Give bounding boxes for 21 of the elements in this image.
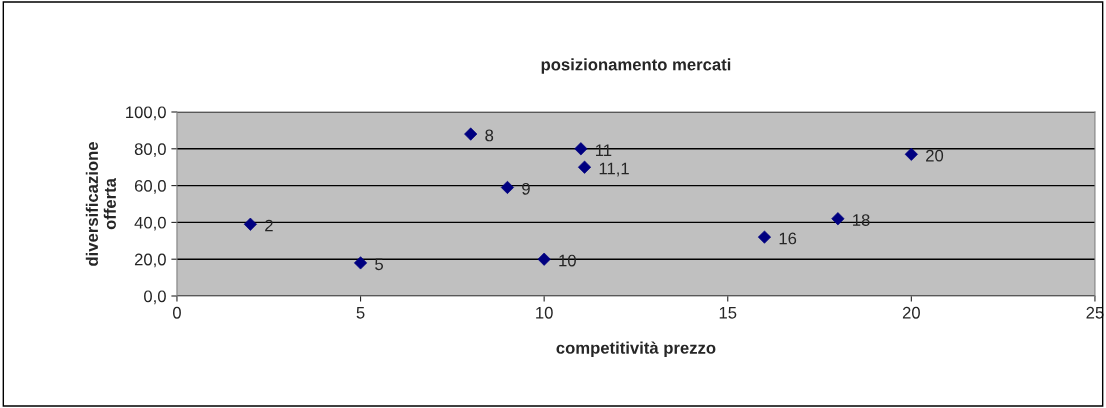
annotation: 5: [375, 258, 384, 271]
y-tick-label: 80,0: [134, 143, 166, 157]
x-tick-label: 5: [356, 307, 365, 319]
annotation: 2: [265, 219, 273, 232]
y-tick-label: 20,0: [134, 253, 166, 268]
x-tick-label: 0: [172, 306, 181, 319]
x-tick-label: 20: [902, 306, 920, 319]
annotation: 8: [485, 129, 494, 142]
chart-title: posizionamento mercati: [541, 58, 731, 74]
x-tick-label: 10: [536, 306, 553, 319]
annotation: 16: [779, 232, 797, 245]
y-axis-title: diversificazione offerta: [85, 142, 116, 266]
y-tick-label: 60,0: [134, 180, 166, 194]
y-tick-label: 0,0: [144, 290, 166, 305]
x-tick-label: 15: [719, 307, 737, 319]
annotation: 9: [522, 182, 530, 195]
x-axis-title: competitività prezzo: [556, 341, 716, 358]
annotation: 20: [926, 149, 944, 162]
y-tick-label: 40,0: [134, 216, 166, 231]
annotation: 11,1: [599, 162, 629, 177]
y-tick-label: 100,0: [126, 106, 166, 121]
